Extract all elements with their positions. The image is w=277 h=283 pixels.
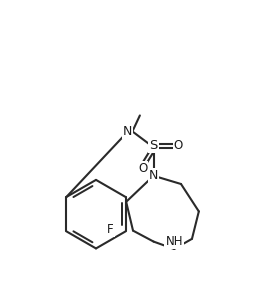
Text: F: F	[107, 224, 114, 236]
Text: O: O	[138, 162, 147, 175]
Text: NH: NH	[165, 235, 183, 248]
Text: N: N	[123, 125, 132, 138]
Text: O: O	[174, 139, 183, 152]
Text: N: N	[149, 169, 158, 182]
Text: S: S	[149, 139, 158, 152]
